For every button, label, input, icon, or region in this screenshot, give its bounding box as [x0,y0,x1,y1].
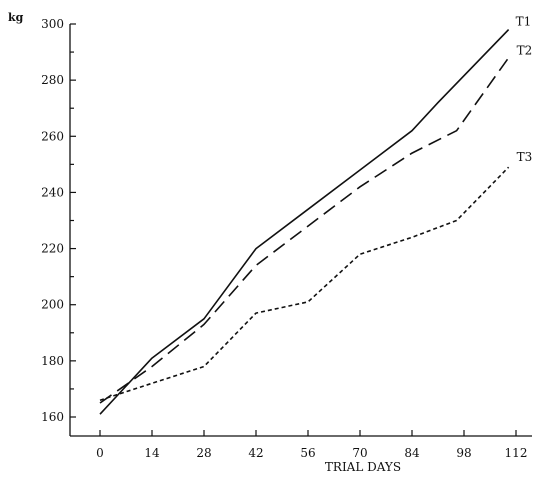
y-tick-label: 180 [41,354,64,368]
axes [69,24,532,437]
series-line-t2 [99,57,510,404]
x-axis-label: TRIAL DAYS [325,460,401,474]
y-tick-label: 300 [41,17,64,31]
y-tick-label: 220 [41,242,64,256]
x-tick-label: 112 [505,446,528,460]
series-line-t1 [99,29,510,415]
ticks: 160 180 200 220 240 260 280 300 0 14 28 42 56 70 84 98 1… [41,17,527,460]
series-line-t3 [99,166,510,401]
y-tick-label: 260 [41,129,64,143]
x-tick-label: 0 [96,446,104,460]
x-tick-label: 84 [404,446,420,460]
y-axis-unit-label: kg [8,11,24,24]
y-tick-label: 200 [41,298,64,312]
series-lines [99,29,510,415]
x-tick-label: 98 [456,446,471,460]
x-tick-label: 14 [144,446,160,460]
y-tick-label: 160 [41,410,64,424]
x-tick-label: 28 [196,446,211,460]
y-tick-label: 240 [41,185,64,199]
x-tick-label: 70 [352,446,367,460]
labels: T1 T2 T3 [516,15,533,165]
y-tick-label: 280 [41,73,64,87]
x-tick-label: 56 [300,446,315,460]
series-label-t1: T1 [516,15,532,29]
x-tick-label: 42 [248,446,263,460]
series-label-t3: T3 [517,150,533,164]
series-label-t2: T2 [517,44,533,58]
